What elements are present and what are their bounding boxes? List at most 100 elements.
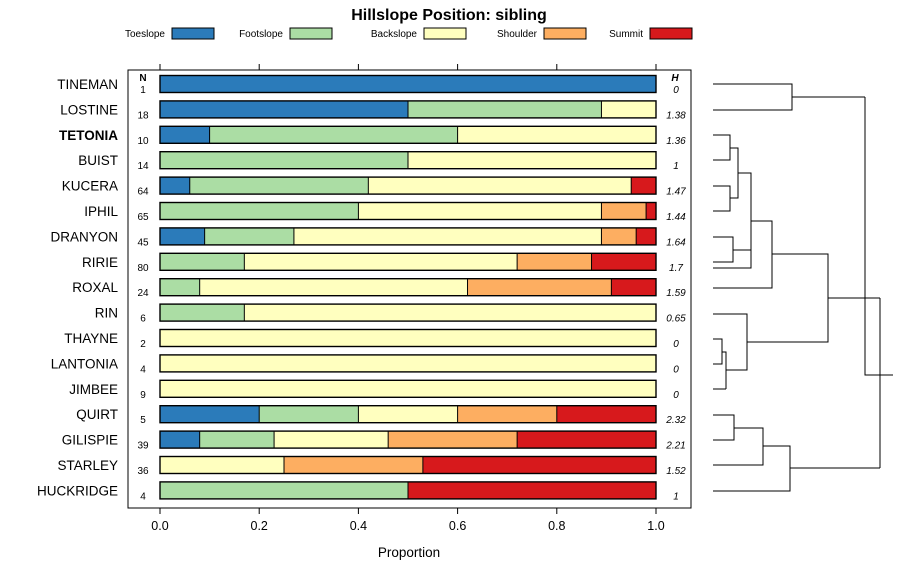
dendrogram-branch <box>713 172 752 269</box>
dendrogram-branch <box>713 236 734 263</box>
h-value: 0.65 <box>666 314 686 325</box>
h-value: 2.32 <box>665 415 686 426</box>
bar-segment-backslope <box>160 329 656 347</box>
legend: Toeslope Footslope Backslope Shoulder Summit <box>125 27 693 40</box>
bar-segment-backslope <box>199 278 468 296</box>
bar-segment-shoulder <box>284 456 423 474</box>
dendrogram-branch <box>713 427 764 466</box>
bar-outline <box>159 354 657 373</box>
bar-segment-backslope <box>244 304 656 322</box>
h-value: 0 <box>673 339 679 350</box>
bar-segment-backslope <box>244 253 518 271</box>
row-rin: RIN 6 0.65 <box>95 303 686 325</box>
bar-segment-footslope <box>199 431 275 449</box>
n-value: 9 <box>140 390 146 401</box>
n-value: 36 <box>137 466 149 477</box>
row-label: HUCKRIDGE <box>37 483 118 498</box>
x-tick-label: 0.8 <box>548 519 565 533</box>
bar-segment-toeslope <box>160 126 210 144</box>
bar-segment-footslope <box>160 278 200 296</box>
x-tick-label: 0.4 <box>350 519 367 533</box>
bar-segment-footslope <box>204 227 294 245</box>
bar-outline <box>159 430 657 449</box>
bar-segment-toeslope <box>160 75 656 93</box>
bar-segment-backslope <box>358 405 458 423</box>
h-value: 1.36 <box>666 136 686 147</box>
h-value: 1.52 <box>666 466 686 477</box>
row-label: DRANYON <box>50 229 118 244</box>
bar-segment-backslope <box>160 380 656 398</box>
n-value: 5 <box>140 415 146 426</box>
h-value: 1.64 <box>666 237 686 248</box>
n-value: 4 <box>140 364 146 375</box>
bar-segment-toeslope <box>160 227 205 245</box>
n-value: 1 <box>140 85 146 96</box>
dendrogram-branch <box>730 147 739 199</box>
n-value: 14 <box>137 161 149 172</box>
n-value: 10 <box>137 136 149 147</box>
n-value: 65 <box>137 212 149 223</box>
dendrogram-branch <box>713 220 773 289</box>
h-value: 1.38 <box>666 110 686 121</box>
x-tick-label: 0.2 <box>251 519 268 533</box>
h-value: 0 <box>673 85 679 96</box>
bar-outline <box>159 303 657 322</box>
dendrogram-branch <box>713 414 735 441</box>
x-tick-label: 0.0 <box>151 519 168 533</box>
row-label: QUIRT <box>76 407 118 422</box>
bar-segment-footslope <box>160 151 408 169</box>
dendrogram-branch <box>722 351 727 389</box>
bar-segment-footslope <box>160 304 245 322</box>
bar-segment-backslope <box>457 126 656 144</box>
row-roxal: ROXAL 24 1.59 <box>72 278 686 299</box>
h-value: 2.21 <box>665 441 685 452</box>
h-value: 1.44 <box>666 212 686 223</box>
row-tetonia: TETONIA 10 1.36 <box>59 125 686 147</box>
h-value: 1.7 <box>669 263 683 274</box>
row-kucera: KUCERA 64 1.47 <box>62 176 686 198</box>
dendrogram-branch <box>864 298 893 376</box>
bar-segment-backslope <box>274 431 389 449</box>
row-label: LOSTINE <box>60 102 118 117</box>
bar-segment-shoulder <box>467 278 612 296</box>
bar-segment-footslope <box>160 253 245 271</box>
row-label: TETONIA <box>59 128 118 143</box>
bar-outline <box>159 405 657 424</box>
legend-swatch-summit <box>649 27 693 40</box>
dendrogram-branch <box>713 83 793 111</box>
bar-segment-footslope <box>160 202 359 220</box>
row-thayne: THAYNE 2 0 <box>64 328 679 350</box>
bar-segment-backslope <box>160 456 284 474</box>
bar-segment-summit <box>636 227 656 245</box>
bar-segment-shoulder <box>517 253 592 271</box>
n-value: 2 <box>140 339 146 350</box>
bar-segment-backslope <box>160 354 656 372</box>
bar-outline <box>159 328 657 348</box>
row-lantonia: LANTONIA 4 0 <box>51 354 679 375</box>
chart-title: Hillslope Position: sibling <box>351 7 547 24</box>
n-value: 4 <box>140 491 146 502</box>
dendrogram-branch <box>713 445 791 492</box>
bar-segment-toeslope <box>160 177 190 195</box>
row-label: ROXAL <box>72 280 118 295</box>
row-label: TINEMAN <box>57 77 118 92</box>
n-value: 6 <box>140 314 146 325</box>
bar-segment-summit <box>646 202 656 220</box>
h-value: 0 <box>673 390 679 401</box>
bar-segment-summit <box>408 481 656 499</box>
bar-outline <box>159 481 657 500</box>
bar-segment-backslope <box>601 100 656 118</box>
n-value: 45 <box>137 237 149 248</box>
row-label: STARLEY <box>57 458 118 473</box>
bar-outline <box>159 379 657 398</box>
x-tick-label: 1.0 <box>647 519 664 533</box>
row-quirt: QUIRT 5 2.32 <box>76 405 686 426</box>
row-label: RIRIE <box>82 255 118 270</box>
bar-outline <box>159 150 657 170</box>
bar-segment-footslope <box>408 100 602 118</box>
legend-swatch-backslope <box>423 27 467 40</box>
bar-outline <box>159 278 657 297</box>
n-value: 24 <box>137 288 149 299</box>
